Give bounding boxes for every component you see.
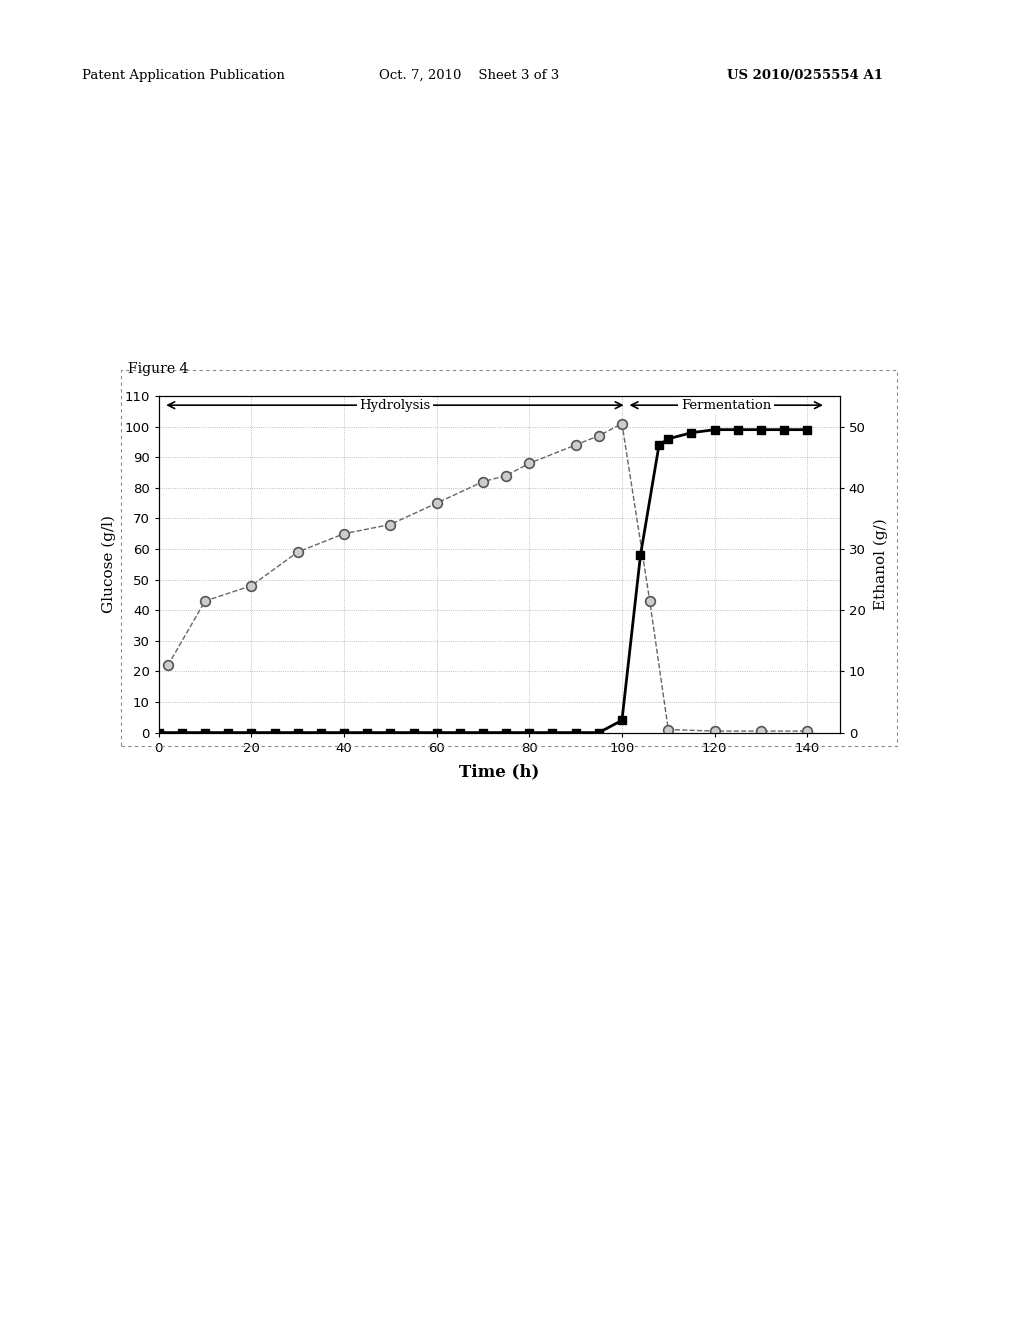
Text: Fermentation: Fermentation <box>681 399 771 412</box>
Text: Hydrolysis: Hydrolysis <box>359 399 431 412</box>
Text: Figure 4: Figure 4 <box>128 362 188 376</box>
Y-axis label: Glucose (g/l): Glucose (g/l) <box>101 515 116 614</box>
Text: Patent Application Publication: Patent Application Publication <box>82 69 285 82</box>
Text: Oct. 7, 2010    Sheet 3 of 3: Oct. 7, 2010 Sheet 3 of 3 <box>379 69 559 82</box>
Text: US 2010/0255554 A1: US 2010/0255554 A1 <box>727 69 883 82</box>
X-axis label: Time (h): Time (h) <box>459 763 540 780</box>
Y-axis label: Ethanol (g/): Ethanol (g/) <box>873 519 888 610</box>
